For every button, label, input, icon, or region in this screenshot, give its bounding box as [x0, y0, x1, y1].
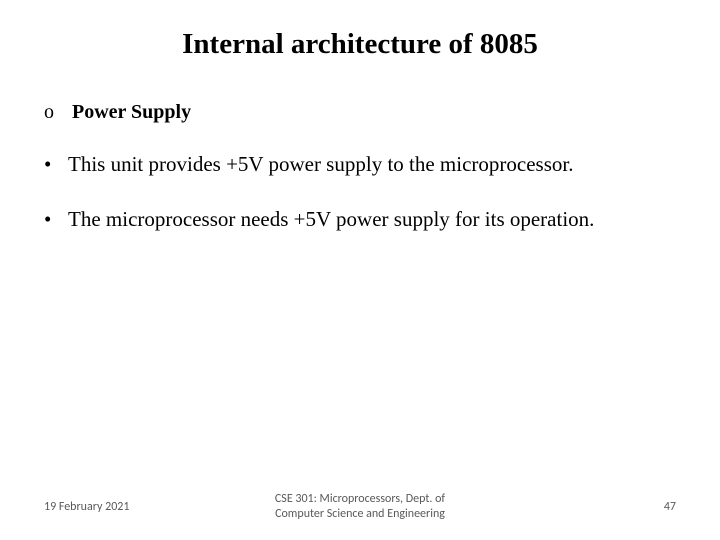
footer-date: 19 February 2021 — [44, 500, 236, 514]
subheading-marker: o — [44, 101, 72, 124]
subheading-row: o Power Supply — [44, 101, 676, 124]
bullet-text: The microprocessor needs +5V power suppl… — [68, 207, 594, 232]
subheading-text: Power Supply — [72, 101, 191, 124]
title-text: Internal architecture of 8085 — [182, 28, 538, 60]
bullet-text: This unit provides +5V power supply to t… — [68, 152, 573, 177]
slide-title: Internal architecture of 8085 — [44, 28, 676, 61]
bullet-row: • This unit provides +5V power supply to… — [44, 152, 676, 177]
footer-page-number: 47 — [484, 500, 676, 514]
footer-center-line2: Computer Science and Engineering — [275, 507, 445, 521]
slide: Internal architecture of 8085 o Power Su… — [0, 0, 720, 540]
slide-footer: 19 February 2021 CSE 301: Microprocessor… — [0, 492, 720, 522]
footer-course: CSE 301: Microprocessors, Dept. of Compu… — [236, 492, 485, 522]
bullet-marker: • — [44, 152, 68, 177]
bullet-row: • The microprocessor needs +5V power sup… — [44, 207, 676, 232]
bullet-marker: • — [44, 207, 68, 232]
footer-center-line1: CSE 301: Microprocessors, Dept. of — [275, 492, 445, 506]
